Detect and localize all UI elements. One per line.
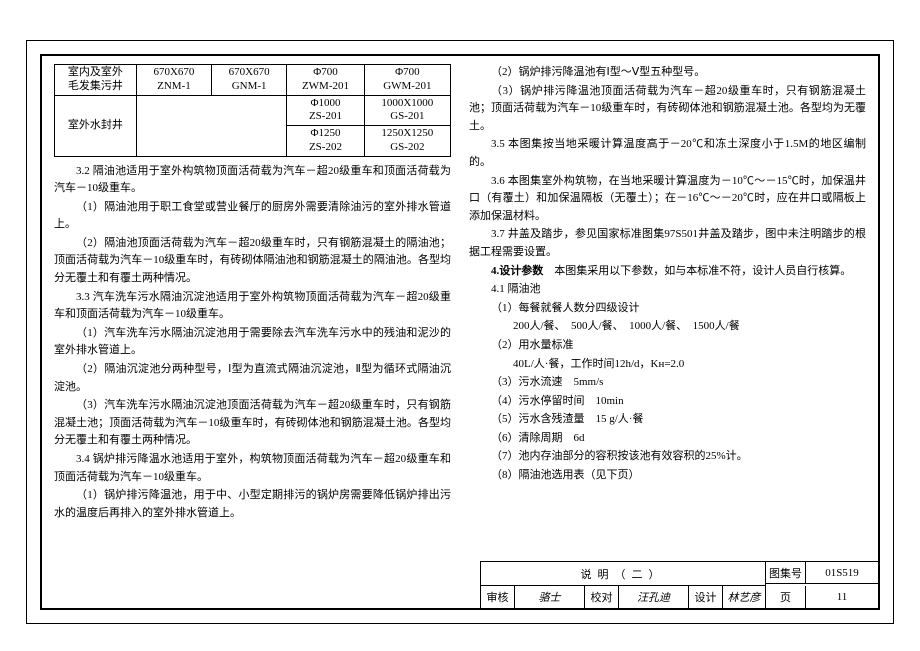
- design-label: 设计: [689, 586, 723, 608]
- set-label: 图集号: [766, 562, 806, 584]
- cell-empty: [136, 95, 286, 156]
- para: （2）隔油池顶面活荷载为汽车－超20级重车时，只有钢筋混凝土的隔油池；顶面活荷载…: [54, 235, 451, 288]
- para: 4.1 隔油池: [469, 281, 866, 299]
- para: 40L/人·餐，工作时间12h/d，Kн=2.0: [469, 356, 866, 374]
- para: 3.4 锅炉排污降温水池适用于室外，构筑物顶面活荷载为汽车－超20级重车和顶面活…: [54, 451, 451, 486]
- review-signature: 汪孔迪: [619, 586, 689, 608]
- cell: 670X670ZNM-1: [136, 65, 211, 96]
- para: 3.6 本图集室外构筑物，在当地采暖计算温度为－10℃～－15℃时，加保温井口（…: [469, 173, 866, 226]
- para: （8）隔油池选用表（见下页）: [469, 467, 866, 485]
- cell: Φ1250ZS-202: [287, 126, 364, 157]
- design-signature: 林艺彦: [723, 586, 766, 608]
- para: 3.7 井盖及踏步，参见国家标准图集97S501井盖及踏步，图中未注明踏步的根据…: [469, 226, 866, 261]
- para: （2）锅炉排污降温池有Ⅰ型～Ⅴ型五种型号。: [469, 64, 866, 82]
- para: （2）用水量标准: [469, 337, 866, 355]
- para: 4.设计参数 本图集采用以下参数，如与本标准不符，设计人员自行核算。: [469, 263, 866, 281]
- para: （1）汽车洗车污水隔油沉淀池用于需要除去汽车洗车污水中的残油和泥沙的室外排水管道…: [54, 325, 451, 360]
- para: （5）污水含残渣量 15 g/人·餐: [469, 411, 866, 429]
- cell: 室外水封井: [55, 95, 137, 156]
- page-frame: 室内及室外毛发集污井 670X670ZNM-1 670X670GNM-1 Φ70…: [40, 54, 880, 610]
- para: （3）污水流速 5mm/s: [469, 374, 866, 392]
- cell: 1000X1000GS-201: [364, 95, 450, 126]
- para: （1）锅炉排污降温池，用于中、小型定期排污的锅炉房需要降低锅炉排出污水的温度后再…: [54, 487, 451, 522]
- spec-table: 室内及室外毛发集污井 670X670ZNM-1 670X670GNM-1 Φ70…: [54, 64, 451, 157]
- para: （7）池内存油部分的容积按该池有效容积的25%计。: [469, 448, 866, 466]
- para-tail: 本图集采用以下参数，如与本标准不符，设计人员自行核算。: [554, 265, 851, 277]
- content-columns: 室内及室外毛发集污井 670X670ZNM-1 670X670GNM-1 Φ70…: [54, 64, 866, 554]
- check-label: 审核: [481, 586, 515, 608]
- cell: Φ1000ZS-201: [287, 95, 364, 126]
- bold-lead: 4.设计参数: [491, 265, 543, 277]
- check-signature: 骆士: [515, 586, 585, 608]
- page-number: 11: [806, 586, 878, 608]
- cell: 1250X1250GS-202: [364, 126, 450, 157]
- cell: Φ700GWM-201: [364, 65, 450, 96]
- para: （4）污水停留时间 10min: [469, 393, 866, 411]
- para: （1）隔油池用于职工食堂或营业餐厅的厨房外需要清除油污的室外排水管道上。: [54, 199, 451, 234]
- para: （6）清除周期 6d: [469, 430, 866, 448]
- para: 3.3 汽车洗车污水隔油沉淀池适用于室外构筑物顶面活荷载为汽车－超20级重车和顶…: [54, 289, 451, 324]
- drawing-title: 说明（二）: [481, 562, 766, 586]
- cell: 室内及室外毛发集污井: [55, 65, 137, 96]
- set-value: 01S519: [806, 562, 878, 584]
- cell: 670X670GNM-1: [212, 65, 287, 96]
- para: 200人/餐、 500人/餐、 1000人/餐、 1500人/餐: [469, 318, 866, 336]
- review-label: 校对: [585, 586, 619, 608]
- para: （3）锅炉排污降温池顶面活荷载为汽车－超20级重车时，只有钢筋混凝土池；顶面活荷…: [469, 83, 866, 136]
- para: （3）汽车洗车污水隔油沉淀池顶面活荷载为汽车－超20级重车时，只有钢筋混凝土池；…: [54, 397, 451, 450]
- left-column: 室内及室外毛发集污井 670X670ZNM-1 670X670GNM-1 Φ70…: [54, 64, 451, 554]
- para: （1）每餐就餐人数分四级设计: [469, 300, 866, 318]
- right-column: （2）锅炉排污降温池有Ⅰ型～Ⅴ型五种型号。 （3）锅炉排污降温池顶面活荷载为汽车…: [469, 64, 866, 554]
- para: （2）隔油沉淀池分两种型号，Ⅰ型为直流式隔油沉淀池，Ⅱ型为循环式隔油沉淀池。: [54, 361, 451, 396]
- page-label: 页: [766, 586, 806, 608]
- title-block: 说明（二） 图集号 01S519 审核 骆士 校对 汪孔迪 设计 林艺彦 页 1…: [480, 561, 878, 608]
- para: 3.5 本图集按当地采暖计算温度高于－20℃和冻土深度小于1.5M的地区编制的。: [469, 136, 866, 171]
- para: 3.2 隔油池适用于室外构筑物顶面活荷载为汽车－超20级重车和顶面活荷载为汽车－…: [54, 163, 451, 198]
- cell: Φ700ZWM-201: [287, 65, 364, 96]
